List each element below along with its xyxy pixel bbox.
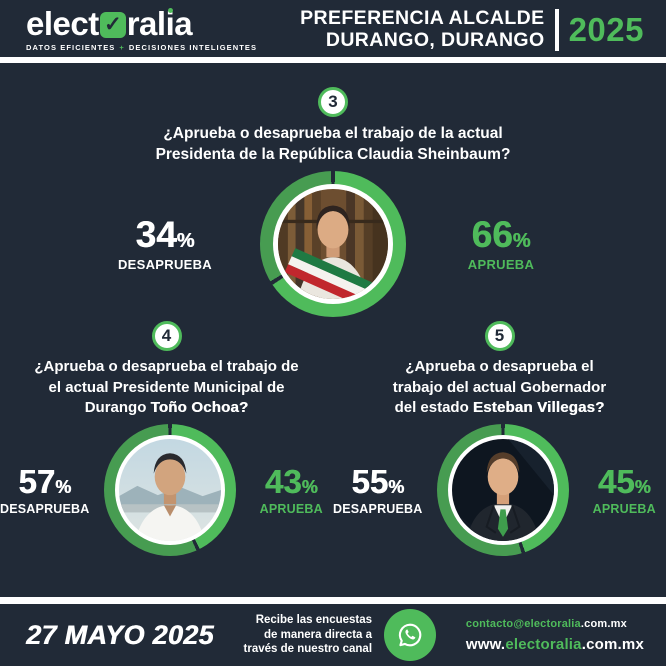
logo-tagline: DATOS EFICIENTES + DECISIONES INTELIGENT… [26, 43, 258, 52]
page-title: PREFERENCIA ALCALDE DURANGO, DURANGO [300, 7, 545, 51]
photo-esteban-villegas [451, 439, 554, 542]
disapprove-label: DESAPRUEBA [0, 501, 90, 516]
website-link[interactable]: www.electoralia.com.mx [465, 635, 644, 653]
whatsapp-cta: Recibe las encuestas de manera directa a… [214, 609, 466, 661]
disapprove-value: 57 [18, 462, 56, 500]
percent-sign: % [301, 476, 318, 497]
logo-text-post1: ral [126, 5, 166, 42]
year-label: 2025 [568, 10, 644, 48]
approve-value: 45 [597, 462, 635, 500]
disapprove-stat: 57% DESAPRUEBA [0, 465, 90, 516]
cta-text: Recibe las encuestas de manera directa a… [243, 613, 373, 656]
photo-frame [114, 435, 225, 546]
header: elect ✓ ral i a DATOS EFICIENTES + DECIS… [0, 0, 666, 57]
percent-sign: % [512, 230, 531, 253]
tagline-separator: + [119, 43, 125, 52]
section-question-4: 4 ¿Aprueba o desaprueba el trabajo de el… [0, 321, 333, 557]
donut-chart-villegas: 55% DESAPRUEBA [333, 424, 666, 557]
approve-stat: 66% APRUEBA [432, 216, 570, 272]
logo-text-post2: a [174, 5, 193, 42]
approve-value: 43 [264, 462, 302, 500]
donut-ring [103, 424, 236, 557]
whatsapp-icon[interactable] [384, 609, 437, 661]
approve-label: APRUEBA [259, 501, 323, 516]
percent-sign: % [176, 230, 195, 253]
approve-value: 66 [471, 214, 513, 256]
photo-tono-ochoa [118, 439, 221, 542]
approve-stat: 45% APRUEBA [583, 465, 666, 516]
percent-sign: % [634, 476, 651, 497]
logo-text-pre: elect [26, 5, 99, 42]
checkbox-icon: ✓ [99, 11, 126, 38]
photo-frame [273, 184, 393, 305]
percent-sign: % [388, 476, 405, 497]
email-link[interactable]: contacto@electoralia.com.mx [465, 617, 627, 630]
disapprove-stat: 55% DESAPRUEBA [333, 465, 423, 516]
green-dot-icon [167, 8, 173, 13]
percent-sign: % [55, 476, 72, 497]
donut-chart-sheinbaum: 34% DESAPRUEBA [0, 171, 666, 318]
header-title-group: PREFERENCIA ALCALDE DURANGO, DURANGO 202… [300, 7, 644, 51]
disapprove-label: DESAPRUEBA [333, 501, 423, 516]
donut-chart-ochoa: 57% DESAPRUEBA [0, 424, 333, 557]
approve-label: APRUEBA [592, 501, 656, 516]
logo-letter-i: i [165, 5, 175, 42]
question-text: ¿Aprueba o desaprueba el trabajo del act… [392, 358, 607, 416]
person-name: Toño Ochoa? [150, 398, 249, 416]
question-number-badge: 5 [484, 321, 515, 352]
header-stripe [0, 57, 666, 63]
date-label: 27 MAYO 2025 [26, 619, 214, 650]
photo-claudia-sheinbaum [278, 189, 388, 300]
section-question-5: 5 ¿Aprueba o desaprueba el trabajo del a… [333, 321, 666, 557]
donut-ring [436, 424, 569, 557]
disapprove-stat: 34% DESAPRUEBA [96, 216, 234, 272]
bottom-sections: 4 ¿Aprueba o desaprueba el trabajo de el… [0, 321, 666, 557]
electoralia-logo: elect ✓ ral i a DATOS EFICIENTES + DECIS… [26, 7, 257, 52]
disapprove-label: DESAPRUEBA [117, 257, 212, 273]
photo-frame [447, 435, 558, 546]
disapprove-value: 55 [351, 462, 389, 500]
approve-label: APRUEBA [467, 257, 535, 273]
section-question-3: 3 ¿Aprueba o desaprueba el trabajo de la… [0, 63, 666, 318]
donut-ring [260, 171, 406, 318]
person-name: Esteban Villegas? [472, 398, 605, 416]
approve-stat: 43% APRUEBA [250, 465, 333, 516]
question-text: ¿Aprueba o desaprueba el trabajo de el a… [34, 358, 299, 416]
title-divider [554, 8, 559, 51]
question-number-badge: 4 [151, 321, 182, 352]
footer: 27 MAYO 2025 Recibe las encuestas de man… [0, 604, 666, 666]
question-number-badge: 3 [318, 87, 348, 117]
disapprove-value: 34 [135, 214, 177, 256]
question-text: ¿Aprueba o desaprueba el trabajo de la a… [155, 125, 511, 164]
footer-stripe [0, 597, 666, 604]
contact-block: contacto@electoralia.com.mx www.electora… [466, 618, 644, 653]
